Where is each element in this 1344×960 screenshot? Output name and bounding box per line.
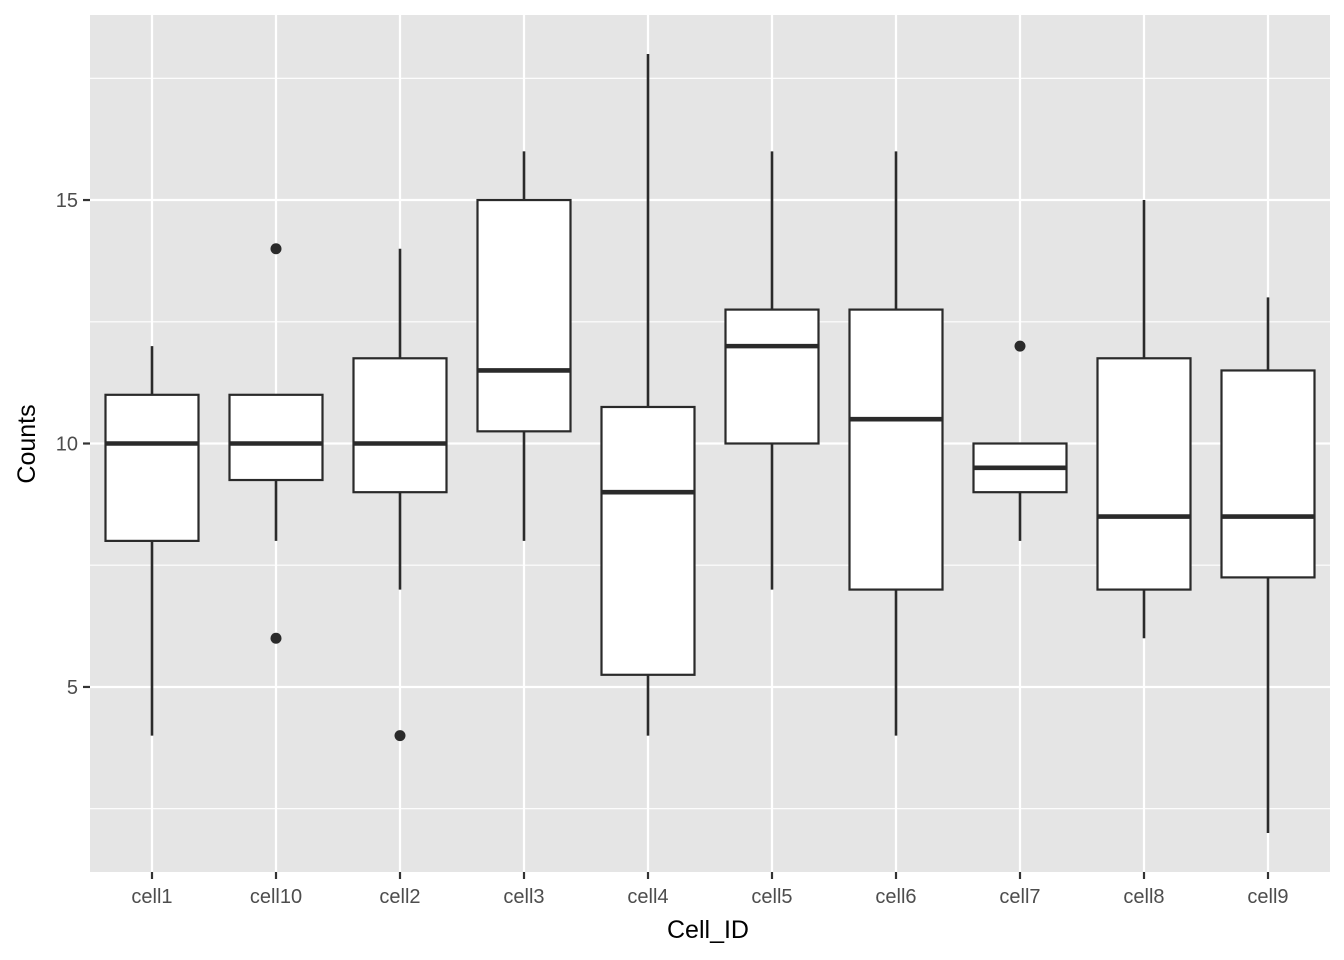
y-axis-title: Counts xyxy=(13,404,41,483)
minor-gridlines xyxy=(90,77,1330,810)
x-tick-label: cell9 xyxy=(1247,886,1288,908)
x-axis-title: Cell_ID xyxy=(667,916,749,944)
box-cell7 xyxy=(972,340,1068,541)
iqr-box xyxy=(476,198,572,433)
x-tick-label: cell2 xyxy=(379,886,420,908)
x-tick-label: cell3 xyxy=(503,886,544,908)
iqr-box xyxy=(1096,357,1192,591)
x-tick-label: cell4 xyxy=(627,886,668,908)
y-tick-label: 15 xyxy=(56,190,78,212)
outlier-point xyxy=(270,632,282,644)
x-tick-label: cell7 xyxy=(999,886,1040,908)
x-tick-label: cell10 xyxy=(250,886,302,908)
x-tick-label: cell5 xyxy=(751,886,792,908)
x-tick-label: cell1 xyxy=(131,886,172,908)
box-cell8 xyxy=(1096,200,1192,639)
iqr-box xyxy=(228,393,324,482)
x-tick-label: cell8 xyxy=(1123,886,1164,908)
box-cell1 xyxy=(104,346,200,736)
box-series xyxy=(104,53,1316,834)
y-axis: 5 10 15 xyxy=(56,190,90,699)
box-cell3 xyxy=(476,151,572,541)
box-cell6 xyxy=(848,151,944,736)
box-cell5 xyxy=(724,151,820,590)
outlier-point xyxy=(394,730,406,742)
y-tick-label: 10 xyxy=(56,434,78,456)
box-cell10 xyxy=(228,243,324,644)
outlier-point xyxy=(1014,340,1026,352)
x-axis: cell1 cell10 cell2 cell3 cell4 cell5 cell6 cell… xyxy=(131,872,1289,908)
iqr-box xyxy=(1220,369,1316,579)
box-cell9 xyxy=(1220,297,1316,834)
box-cell4 xyxy=(600,53,696,736)
box-cell2 xyxy=(352,248,448,742)
y-tick-label: 5 xyxy=(67,677,78,699)
outlier-point xyxy=(270,243,282,255)
iqr-box xyxy=(600,405,696,676)
iqr-box xyxy=(848,308,944,591)
iqr-box xyxy=(352,357,448,494)
iqr-box xyxy=(724,308,820,445)
iqr-box xyxy=(104,393,200,542)
x-tick-label: cell6 xyxy=(875,886,916,908)
